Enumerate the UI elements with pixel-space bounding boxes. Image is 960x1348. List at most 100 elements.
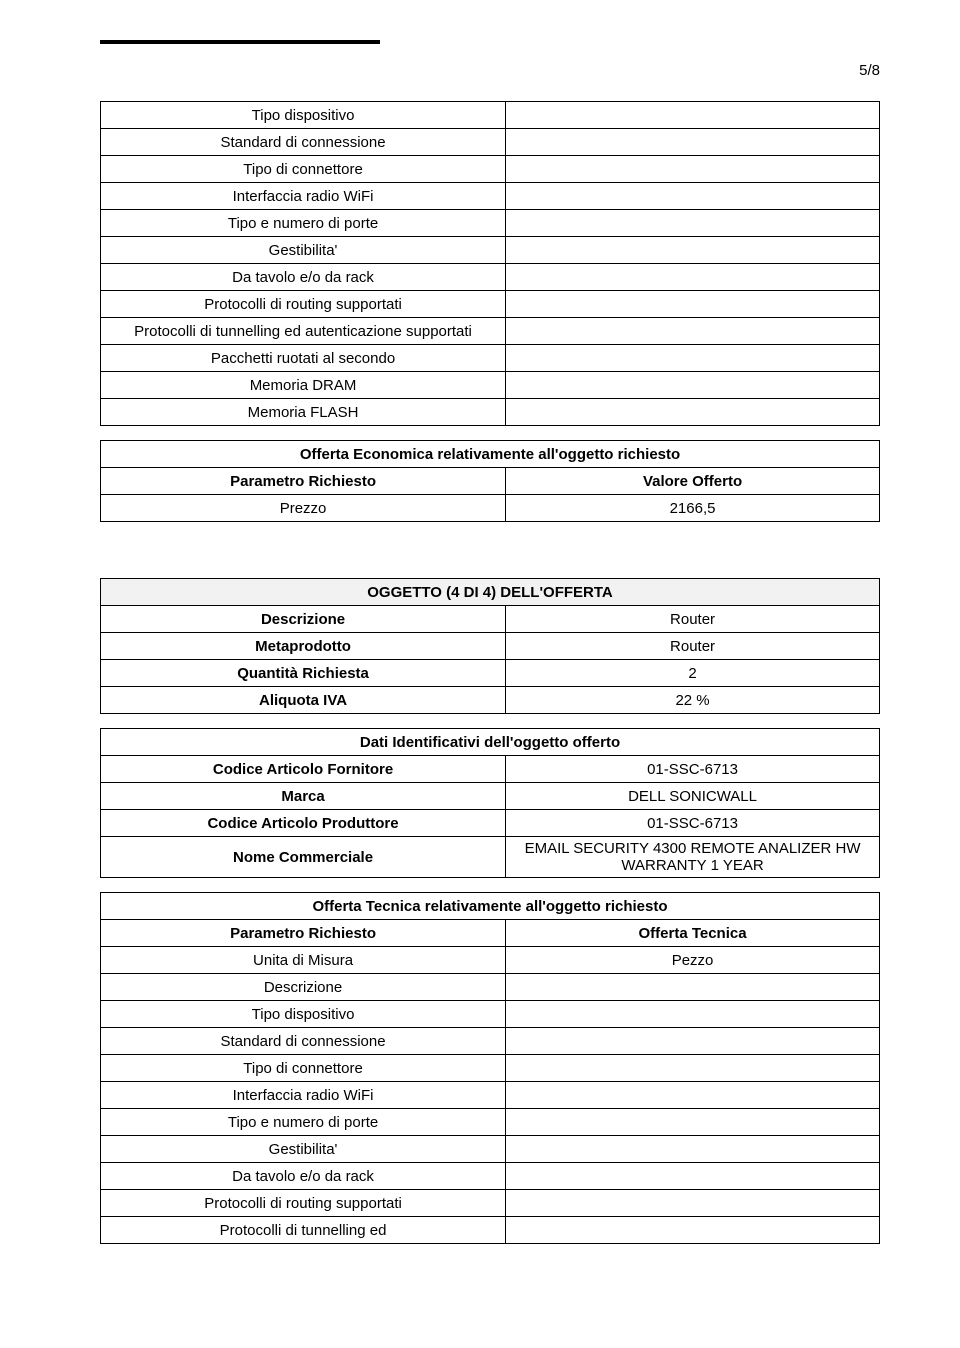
table-row: Aliquota IVA22 % — [101, 687, 880, 714]
identification-data-table: Dati Identificativi dell'oggetto offerto… — [100, 728, 880, 878]
cell — [506, 129, 880, 156]
table-row: Prezzo2166,5 — [101, 495, 880, 522]
cell: Standard di connessione — [101, 1028, 506, 1055]
section-header: Offerta Tecnica relativamente all'oggett… — [101, 893, 880, 920]
table-row: Offerta Tecnica relativamente all'oggett… — [101, 893, 880, 920]
cell — [506, 1163, 880, 1190]
table-row: Da tavolo e/o da rack — [101, 1163, 880, 1190]
table-row: Parametro RichiestoValore Offerto — [101, 468, 880, 495]
cell — [506, 1136, 880, 1163]
cell: EMAIL SECURITY 4300 REMOTE ANALIZER HW W… — [506, 837, 880, 878]
cell: 01-SSC-6713 — [506, 756, 880, 783]
cell — [506, 399, 880, 426]
cell: Router — [506, 633, 880, 660]
cell: Nome Commerciale — [101, 837, 506, 878]
cell: Tipo dispositivo — [101, 1001, 506, 1028]
table-row: Protocolli di routing supportati — [101, 1190, 880, 1217]
cell: Pacchetti ruotati al secondo — [101, 345, 506, 372]
cell: 2 — [506, 660, 880, 687]
cell: Gestibilita' — [101, 237, 506, 264]
cell — [506, 974, 880, 1001]
cell: Memoria FLASH — [101, 399, 506, 426]
cell: Aliquota IVA — [101, 687, 506, 714]
cell: Prezzo — [101, 495, 506, 522]
cell: Tipo e numero di porte — [101, 1109, 506, 1136]
page-number: 5/8 — [100, 62, 880, 79]
cell: Protocolli di routing supportati — [101, 291, 506, 318]
table-row: Offerta Economica relativamente all'ogge… — [101, 441, 880, 468]
table-row: Gestibilita' — [101, 1136, 880, 1163]
table-row: DescrizioneRouter — [101, 606, 880, 633]
technical-offer-table: Offerta Tecnica relativamente all'oggett… — [100, 892, 880, 1244]
cell: Tipo dispositivo — [101, 102, 506, 129]
cell: DELL SONICWALL — [506, 783, 880, 810]
cell — [506, 1055, 880, 1082]
cell — [506, 183, 880, 210]
cell: Descrizione — [101, 974, 506, 1001]
cell: Memoria DRAM — [101, 372, 506, 399]
table-row: Memoria DRAM — [101, 372, 880, 399]
table-row: Tipo di connettore — [101, 1055, 880, 1082]
table-row: Quantità Richiesta2 — [101, 660, 880, 687]
cell — [506, 264, 880, 291]
cell — [506, 210, 880, 237]
cell: Interfaccia radio WiFi — [101, 1082, 506, 1109]
economic-offer-table: Offerta Economica relativamente all'ogge… — [100, 440, 880, 522]
cell: Router — [506, 606, 880, 633]
cell — [506, 1190, 880, 1217]
cell — [506, 372, 880, 399]
cell: Unita di Misura — [101, 947, 506, 974]
cell: Marca — [101, 783, 506, 810]
top-rule — [100, 40, 380, 44]
spec-table-1: Tipo dispositivo Standard di connessione… — [100, 101, 880, 426]
table-row: Pacchetti ruotati al secondo — [101, 345, 880, 372]
table-row: Tipo dispositivo — [101, 102, 880, 129]
cell — [506, 237, 880, 264]
cell: Da tavolo e/o da rack — [101, 264, 506, 291]
cell: Quantità Richiesta — [101, 660, 506, 687]
cell — [506, 1217, 880, 1244]
table-row: Codice Articolo Fornitore01-SSC-6713 — [101, 756, 880, 783]
cell — [506, 318, 880, 345]
section-header: Offerta Economica relativamente all'ogge… — [101, 441, 880, 468]
table-row: Memoria FLASH — [101, 399, 880, 426]
cell — [506, 156, 880, 183]
table-row: Protocolli di tunnelling ed autenticazio… — [101, 318, 880, 345]
table-row: Da tavolo e/o da rack — [101, 264, 880, 291]
cell — [506, 1001, 880, 1028]
cell: Codice Articolo Produttore — [101, 810, 506, 837]
table-row: Parametro RichiestoOfferta Tecnica — [101, 920, 880, 947]
table-row: Descrizione — [101, 974, 880, 1001]
table-row: Interfaccia radio WiFi — [101, 183, 880, 210]
cell: Offerta Tecnica — [506, 920, 880, 947]
cell — [506, 102, 880, 129]
cell: Protocolli di tunnelling ed autenticazio… — [101, 318, 506, 345]
table-row: Protocolli di routing supportati — [101, 291, 880, 318]
cell: Valore Offerto — [506, 468, 880, 495]
cell: Protocolli di tunnelling ed — [101, 1217, 506, 1244]
cell: Tipo e numero di porte — [101, 210, 506, 237]
cell: Protocolli di routing supportati — [101, 1190, 506, 1217]
table-row: Nome CommercialeEMAIL SECURITY 4300 REMO… — [101, 837, 880, 878]
cell: 2166,5 — [506, 495, 880, 522]
table-row: MarcaDELL SONICWALL — [101, 783, 880, 810]
table-row: Dati Identificativi dell'oggetto offerto — [101, 729, 880, 756]
cell — [506, 291, 880, 318]
cell: 01-SSC-6713 — [506, 810, 880, 837]
cell: Da tavolo e/o da rack — [101, 1163, 506, 1190]
table-row: Tipo e numero di porte — [101, 1109, 880, 1136]
table-row: Interfaccia radio WiFi — [101, 1082, 880, 1109]
cell: Codice Articolo Fornitore — [101, 756, 506, 783]
table-row: Tipo e numero di porte — [101, 210, 880, 237]
cell: 22 % — [506, 687, 880, 714]
cell: Tipo di connettore — [101, 1055, 506, 1082]
cell: Descrizione — [101, 606, 506, 633]
table-row: Codice Articolo Produttore01-SSC-6713 — [101, 810, 880, 837]
cell: Tipo di connettore — [101, 156, 506, 183]
cell — [506, 1028, 880, 1055]
table-row: Tipo di connettore — [101, 156, 880, 183]
section-header: Dati Identificativi dell'oggetto offerto — [101, 729, 880, 756]
table-row: Gestibilita' — [101, 237, 880, 264]
table-row: Standard di connessione — [101, 1028, 880, 1055]
table-row: Standard di connessione — [101, 129, 880, 156]
